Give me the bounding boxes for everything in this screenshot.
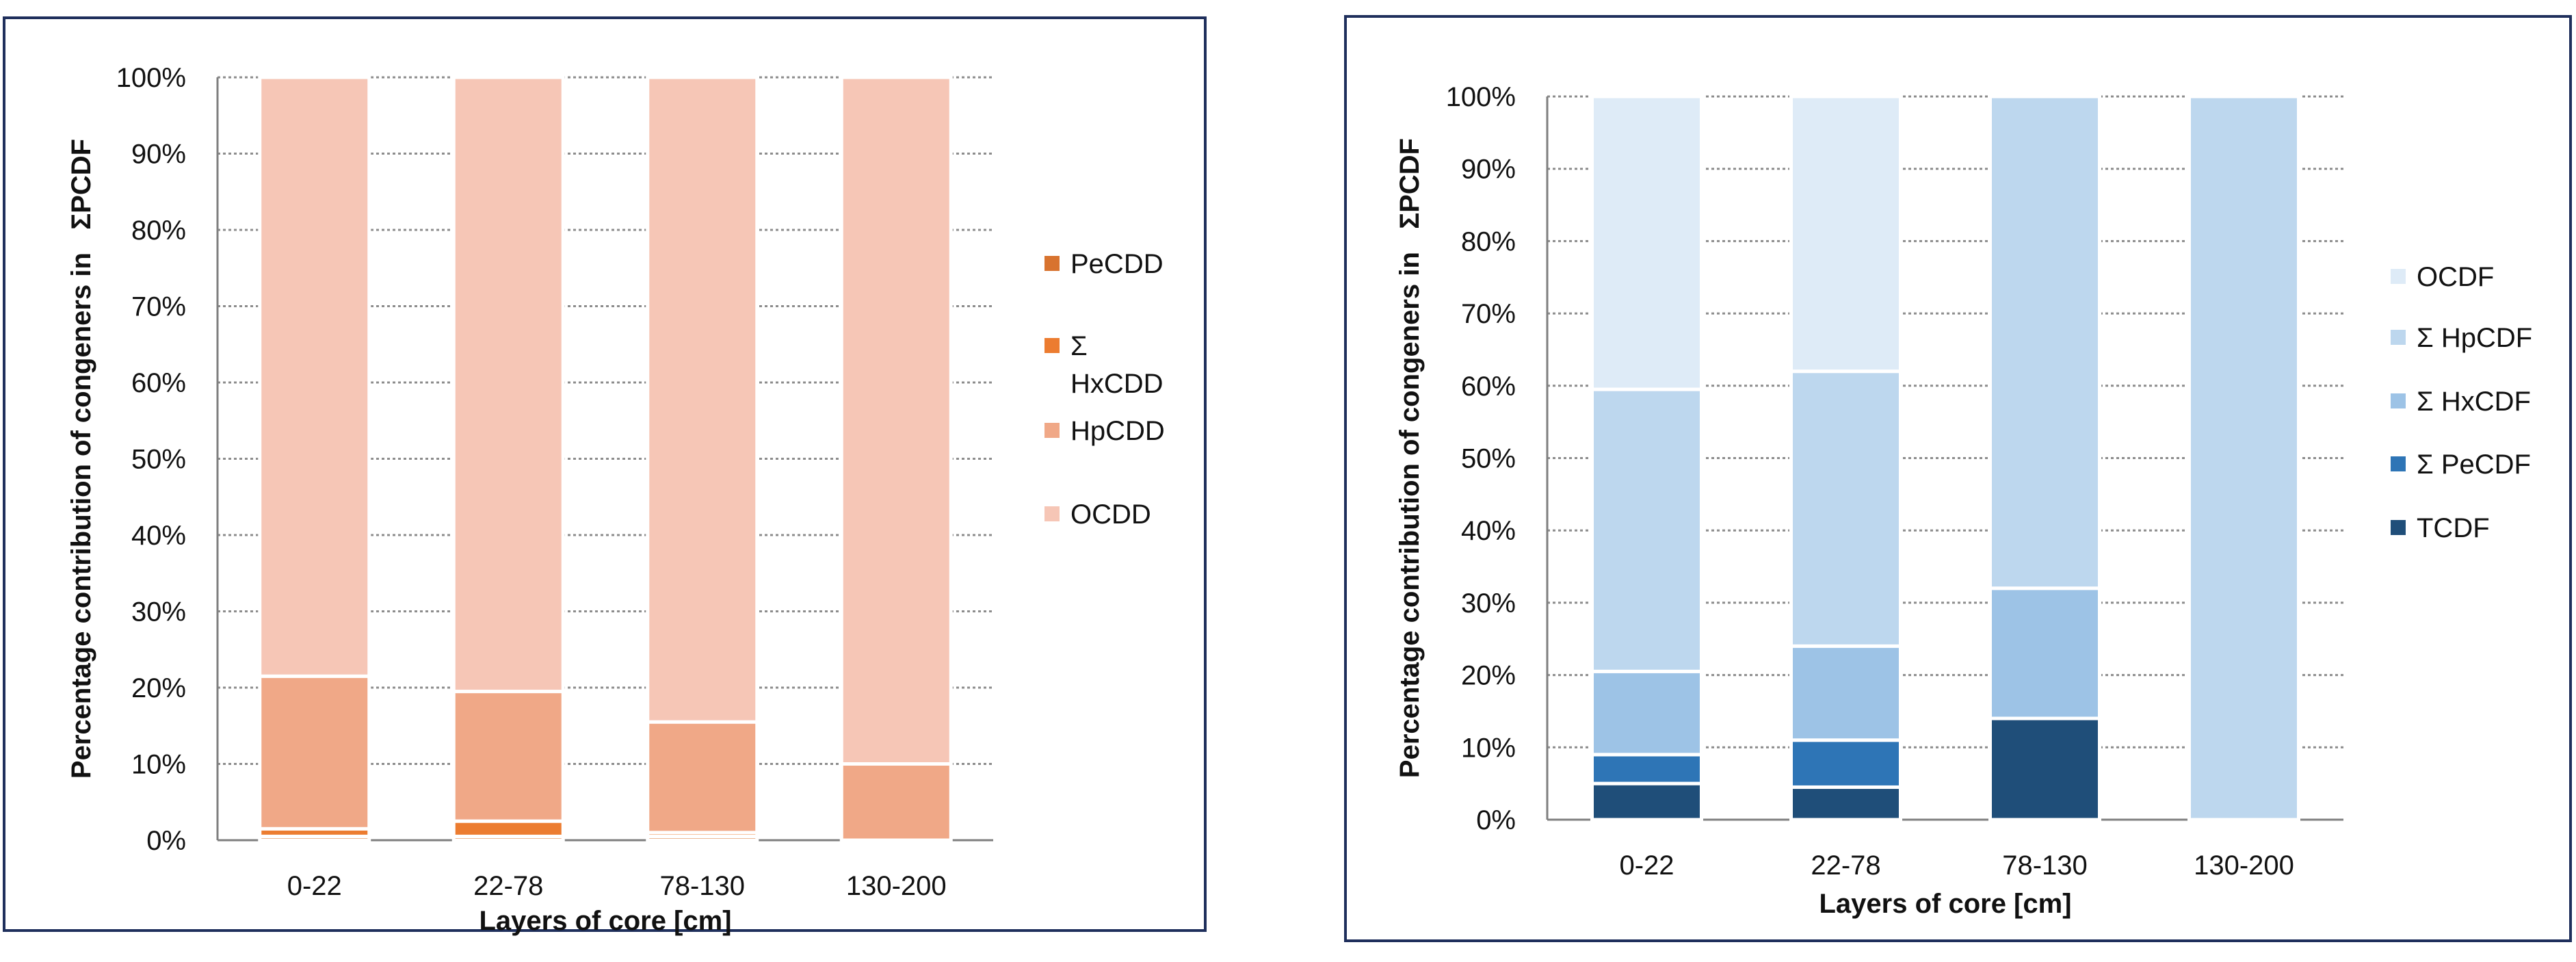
bar-segment-hxcdf bbox=[1789, 644, 1902, 742]
y-axis-title: Percentage contribution of congeners in … bbox=[66, 139, 96, 779]
bar-segment-ocdd bbox=[258, 75, 371, 678]
legend-swatch bbox=[2391, 330, 2406, 345]
y-tick-label: 100% bbox=[116, 63, 186, 93]
bar-segment-hxcdd bbox=[451, 819, 565, 838]
x-axis-title: Layers of core [cm] bbox=[479, 906, 731, 936]
legend-swatch bbox=[2391, 393, 2406, 408]
bar-segment-hxcdf bbox=[1988, 586, 2101, 720]
legend-swatch bbox=[2391, 520, 2406, 535]
bar-segment-tcdf bbox=[1590, 781, 1703, 822]
bar-segment-tcdf bbox=[1789, 785, 1902, 822]
legend-label: Σ bbox=[1070, 331, 1088, 361]
y-tick-label: 60% bbox=[131, 368, 186, 398]
y-tick-label: 90% bbox=[131, 140, 186, 170]
y-tick-label: 10% bbox=[131, 750, 186, 780]
y-tick-label: 20% bbox=[1461, 661, 1516, 691]
legend-label: Σ HxCDF bbox=[2417, 387, 2531, 417]
y-tick-label: 20% bbox=[131, 673, 186, 703]
bar-segment-hpcdd bbox=[839, 762, 953, 842]
x-axis-title: Layers of core [cm] bbox=[1819, 889, 2071, 919]
pcdf-chart: 0% 10% 20% 30% 40% 50% 60% 70% 80% 90% 100% 0-22 22-… bbox=[1344, 15, 2572, 942]
x-tick-label: 22-78 bbox=[473, 871, 543, 901]
bar-segment-hpcdf bbox=[2187, 94, 2300, 822]
bar-segment-ocdf bbox=[1789, 94, 1902, 374]
bar-segment-hpcdf bbox=[1988, 94, 2101, 590]
x-tick-label: 78-130 bbox=[2002, 850, 2088, 881]
legend-label: OCDF bbox=[2417, 262, 2494, 292]
bar-segment-hpcdd bbox=[258, 674, 371, 831]
legend-swatch bbox=[1044, 506, 1060, 521]
bar-segment-ocdd bbox=[451, 75, 565, 694]
y-tick-label: 70% bbox=[131, 292, 186, 322]
legend-label: Σ HpCDF bbox=[2417, 323, 2532, 353]
y-tick-label: 80% bbox=[1461, 226, 1516, 257]
y-tick-label: 100% bbox=[1446, 82, 1516, 112]
y-tick-label: 60% bbox=[1461, 372, 1516, 402]
y-tick-label: 0% bbox=[1476, 805, 1516, 835]
y-tick-label: 50% bbox=[131, 445, 186, 475]
x-tick-label: 22-78 bbox=[1811, 850, 1880, 881]
legend-swatch bbox=[2391, 456, 2406, 471]
y-tick-label: 80% bbox=[131, 216, 186, 246]
legend-label: HpCDD bbox=[1070, 416, 1165, 446]
y-tick-label: 10% bbox=[1461, 733, 1516, 763]
y-tick-label: 40% bbox=[1461, 516, 1516, 546]
bar-segment-hxcdf bbox=[1590, 669, 1703, 757]
legend-label: Σ PeCDF bbox=[2417, 450, 2531, 480]
bar-segment-hpcdd bbox=[646, 720, 759, 835]
bar-segment-pecdf bbox=[1590, 753, 1703, 785]
legend-label: HxCDD bbox=[1070, 369, 1164, 399]
y-tick-label: 90% bbox=[1461, 155, 1516, 185]
legend-swatch bbox=[1044, 423, 1060, 438]
legend-label: TCDF bbox=[2417, 513, 2490, 543]
y-tick-label: 70% bbox=[1461, 299, 1516, 329]
bar-segment-ocdd bbox=[839, 75, 953, 766]
y-tick-label: 30% bbox=[1461, 588, 1516, 619]
y-tick-label: 0% bbox=[146, 826, 186, 856]
pcdd-chart: 0% 10% 20% 30% 40% 50% 60% 70% 80% 90% 100% 0-22 22-… bbox=[3, 16, 1207, 936]
legend-swatch bbox=[1044, 338, 1060, 353]
x-tick-label: 0-22 bbox=[1619, 850, 1674, 881]
legend-label: PeCDD bbox=[1070, 249, 1164, 279]
y-tick-label: 30% bbox=[131, 597, 186, 627]
legend-swatch bbox=[2391, 269, 2406, 284]
bar-segment-ocdf bbox=[1590, 94, 1703, 391]
x-tick-label: 130-200 bbox=[2194, 850, 2294, 881]
y-tick-label: 50% bbox=[1461, 444, 1516, 474]
bar-segment-ocdd bbox=[646, 75, 759, 724]
legend-swatch bbox=[1044, 256, 1060, 271]
chart-frame bbox=[3, 16, 1207, 932]
bar-segment-hpcdd bbox=[451, 690, 565, 823]
bar-segment-hpcdf bbox=[1590, 387, 1703, 673]
bar-segment-pecdf bbox=[1789, 738, 1902, 789]
bar-segment-tcdf bbox=[1988, 716, 2101, 822]
x-tick-label: 78-130 bbox=[659, 871, 745, 901]
x-tick-label: 130-200 bbox=[846, 871, 947, 901]
bar-segment-hpcdf bbox=[1789, 369, 1902, 648]
chart-frame bbox=[1344, 15, 2572, 942]
legend-label: OCDD bbox=[1070, 499, 1151, 530]
y-axis-title: Percentage contribution of congeners in … bbox=[1395, 138, 1425, 778]
y-tick-label: 40% bbox=[131, 521, 186, 551]
x-tick-label: 0-22 bbox=[287, 871, 342, 901]
